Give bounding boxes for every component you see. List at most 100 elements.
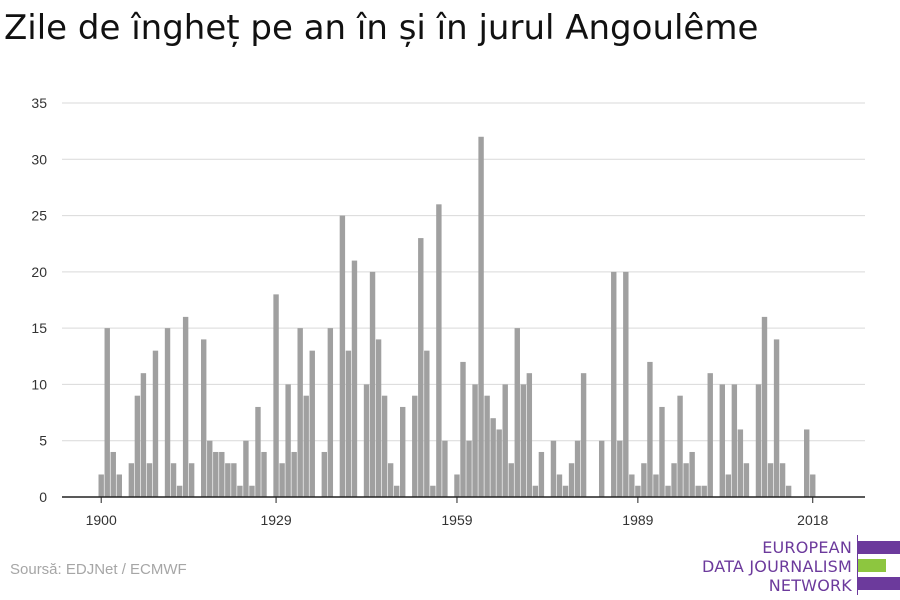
x-tick-label: 1989	[622, 512, 653, 528]
bar-1990	[641, 463, 647, 497]
bar-1964	[484, 395, 490, 497]
bar-1983	[598, 440, 605, 497]
bar-2003	[719, 384, 725, 497]
bar-1948	[387, 463, 394, 497]
bar-2007	[743, 463, 750, 497]
bar-1935	[309, 350, 315, 497]
bar-1999	[695, 485, 701, 497]
x-axis: 1900 1929 1959 1989 2018	[62, 496, 865, 528]
bar-1931	[285, 384, 291, 497]
bar-1914	[182, 316, 189, 497]
bar-1933	[297, 328, 303, 497]
y-tick-label: 15	[31, 320, 47, 336]
bar-1925	[249, 485, 255, 497]
bar-1992	[653, 474, 659, 497]
bar-1902	[110, 451, 116, 497]
bar-1930	[279, 463, 285, 497]
logo-line: EUROPEAN	[762, 538, 852, 557]
bar-1986	[617, 440, 623, 497]
logo-bar-green	[858, 559, 886, 572]
bar-1975	[550, 440, 557, 497]
bar-1940	[339, 215, 346, 498]
bar-1945	[369, 271, 376, 497]
bar-1977	[562, 485, 569, 497]
bar-2009	[755, 384, 762, 497]
bar-1989	[635, 485, 641, 497]
bars	[98, 136, 816, 498]
bar-1947	[381, 395, 388, 497]
bar-2000	[701, 485, 707, 497]
bar-2006	[737, 429, 744, 497]
bar-1908	[146, 463, 153, 497]
bar-1955	[430, 485, 436, 497]
bar-1963	[478, 136, 484, 497]
bar-1993	[659, 406, 665, 497]
y-axis-labels: 0 5 10 15 20 25 30 35	[31, 95, 47, 505]
bar-1987	[623, 271, 629, 497]
bar-1970	[520, 384, 526, 497]
bar-1956	[436, 204, 442, 498]
bar-1994	[665, 485, 671, 497]
y-tick-label: 10	[31, 376, 47, 392]
bar-2004	[725, 474, 732, 497]
bar-2005	[731, 384, 738, 497]
bar-2011	[767, 463, 774, 497]
bar-1900	[98, 474, 104, 497]
x-tick-label: 1929	[260, 512, 291, 528]
bar-1969	[514, 328, 520, 497]
bar-1973	[538, 451, 545, 497]
y-tick-label: 20	[31, 264, 47, 280]
bar-1903	[116, 474, 122, 497]
bar-1979	[574, 440, 581, 497]
bar-1976	[556, 474, 563, 497]
bar-1927	[261, 451, 267, 497]
bar-1901	[104, 328, 110, 497]
bar-1968	[508, 463, 514, 497]
logo-line: DATA JOURNALISM	[702, 557, 852, 576]
edjnet-logo: EUROPEAN DATA JOURNALISM NETWORK	[700, 535, 900, 600]
bar-1918	[207, 440, 213, 497]
bar-1906	[134, 395, 141, 497]
y-tick-label: 0	[39, 489, 47, 505]
bar-1997	[683, 463, 689, 497]
bar-1921	[225, 463, 231, 497]
logo-bar-purple	[858, 541, 900, 554]
logo-divider	[857, 535, 858, 595]
bar-1913	[176, 485, 183, 497]
bar-1919	[213, 451, 219, 497]
logo-text: EUROPEAN DATA JOURNALISM NETWORK	[702, 538, 852, 595]
bar-1954	[424, 350, 430, 497]
bar-1907	[140, 373, 147, 497]
bar-1985	[611, 271, 617, 497]
bar-1959	[454, 474, 460, 497]
y-tick-label: 25	[31, 208, 47, 224]
bar-1991	[647, 361, 653, 497]
bar-1962	[472, 384, 478, 497]
bar-1972	[532, 485, 539, 497]
bar-1946	[375, 339, 382, 497]
bar-1953	[418, 238, 424, 498]
bar-2010	[761, 316, 768, 497]
y-tick-label: 30	[31, 151, 47, 167]
x-tick-label: 2018	[797, 512, 828, 528]
bar-1995	[671, 463, 677, 497]
bar-1952	[412, 395, 418, 497]
bar-1941	[345, 350, 352, 497]
bar-1980	[580, 373, 587, 497]
chart-title: Zile de îngheț pe an în și în jurul Ango…	[4, 8, 759, 48]
bar-1911	[164, 328, 171, 497]
source-note: Soursă: EDJNet / ECMWF	[10, 561, 187, 578]
bar-1965	[490, 418, 496, 497]
bar-1961	[466, 440, 472, 497]
bar-1967	[502, 384, 508, 497]
bar-1932	[291, 451, 297, 497]
bar-1978	[568, 463, 575, 497]
bar-1966	[496, 429, 502, 497]
bar-1998	[689, 451, 695, 497]
bar-1929	[273, 294, 279, 497]
bar-2001	[707, 373, 713, 497]
bar-1957	[442, 440, 448, 497]
bar-1920	[219, 451, 225, 497]
bar-1988	[629, 474, 635, 497]
